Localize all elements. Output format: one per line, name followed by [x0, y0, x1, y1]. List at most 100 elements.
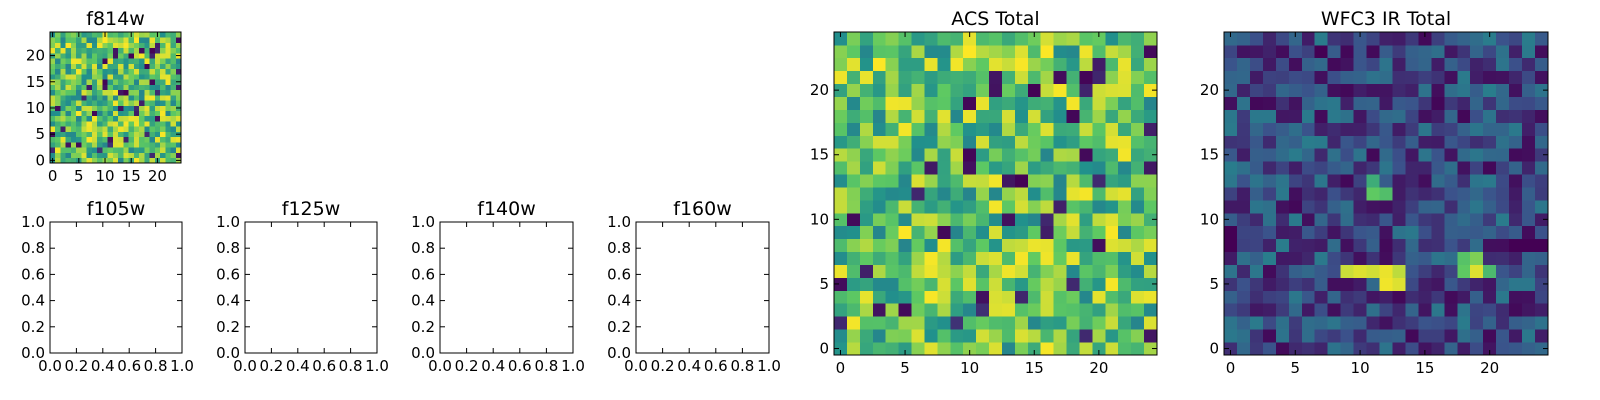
heatmap-cell — [1105, 32, 1119, 46]
heatmap-cell — [1014, 96, 1029, 110]
heatmap-cell — [885, 57, 899, 72]
heatmap-cell — [924, 70, 938, 85]
heatmap-cell — [107, 84, 114, 91]
heatmap-cell — [1288, 251, 1303, 265]
heatmap-cell — [50, 89, 56, 96]
heatmap-cell — [1405, 174, 1419, 188]
heatmap-cell — [872, 342, 887, 356]
y-tick-label: 20 — [810, 81, 829, 99]
heatmap-cell — [165, 37, 171, 43]
heatmap-cell — [950, 83, 964, 97]
heatmap-cell — [55, 136, 61, 143]
heatmap-cell — [1418, 96, 1432, 110]
heatmap-cell — [859, 44, 874, 59]
heatmap-cell — [91, 47, 98, 54]
heatmap-cell — [50, 37, 56, 43]
heatmap-cell — [118, 115, 124, 122]
heatmap-cell — [91, 115, 98, 122]
heatmap-cell — [1522, 212, 1536, 227]
heatmap-cell — [1275, 290, 1290, 304]
heatmap-cell — [1040, 212, 1055, 227]
y-tick-label: 1.0 — [216, 213, 240, 231]
heatmap-cell — [1405, 342, 1419, 356]
heatmap-cell — [1431, 135, 1445, 149]
heatmap-cell — [1079, 225, 1093, 240]
heatmap-cell — [175, 142, 182, 148]
heatmap-cell — [872, 212, 887, 227]
heatmap-cell — [1470, 96, 1484, 110]
heatmap-cell — [1001, 303, 1016, 317]
heatmap-cell — [834, 277, 848, 291]
heatmap-cell — [107, 94, 114, 101]
heatmap-cell — [1535, 135, 1549, 149]
heatmap-cell — [1314, 148, 1329, 162]
heatmap-cell — [1301, 44, 1316, 59]
heatmap-cell — [924, 109, 938, 123]
heatmap-cell — [1314, 199, 1329, 214]
heatmap-cell — [1444, 303, 1458, 317]
heatmap-cell — [1118, 290, 1132, 304]
heatmap-cell — [60, 100, 67, 106]
heatmap-cell — [1392, 109, 1406, 123]
heatmap-cell — [165, 142, 171, 148]
y-tick-label: 0.2 — [411, 318, 435, 336]
heatmap-cell — [1118, 251, 1132, 265]
heatmap-cell — [924, 290, 938, 304]
heatmap-cell — [859, 70, 874, 85]
heatmap-cell — [1288, 290, 1303, 304]
heatmap-cell — [1144, 225, 1158, 240]
heatmap-cell — [963, 264, 977, 278]
heatmap-cell — [834, 57, 848, 72]
heatmap-cell — [1379, 122, 1393, 136]
heatmap-cell — [50, 152, 56, 159]
heatmap-cell — [1262, 264, 1277, 278]
heatmap-cell — [1144, 44, 1158, 59]
heatmap-cell — [1288, 70, 1303, 85]
heatmap-cell — [1118, 277, 1132, 291]
heatmap-cell — [170, 115, 177, 122]
heatmap-cell — [70, 136, 77, 143]
heatmap-cell — [1118, 316, 1132, 330]
heatmap-cell — [1444, 83, 1458, 97]
heatmap-cell — [175, 100, 182, 106]
heatmap-cell — [976, 277, 990, 291]
heatmap-cell — [139, 52, 145, 59]
heatmap-cell — [118, 100, 124, 106]
heatmap-cell — [70, 157, 77, 164]
heatmap-cell — [1249, 70, 1264, 85]
heatmap-cell — [1053, 44, 1067, 59]
heatmap-cell — [1131, 277, 1145, 291]
y-tick-label: 0.2 — [216, 318, 240, 336]
heatmap-cell — [1092, 199, 1106, 214]
heatmap-cell — [149, 84, 156, 91]
heatmap-cell — [107, 100, 114, 106]
heatmap-cell — [170, 63, 177, 70]
heatmap-cell — [1288, 83, 1303, 97]
heatmap-cell — [1418, 135, 1432, 149]
heatmap-cell — [112, 157, 119, 164]
heatmap-cell — [65, 126, 72, 132]
heatmap-cell — [123, 110, 129, 117]
heatmap-cell — [963, 212, 977, 227]
heatmap-cell — [1314, 135, 1329, 149]
heatmap-cell — [154, 115, 161, 122]
heatmap-cell — [102, 147, 109, 153]
heatmap-cell — [1340, 303, 1354, 317]
heatmap-cell — [834, 187, 848, 201]
heatmap-cell — [1275, 83, 1290, 97]
heatmap-cell — [1470, 329, 1484, 343]
heatmap-cell — [165, 94, 171, 101]
heatmap-cell — [1366, 83, 1380, 97]
heatmap-cell — [1483, 174, 1497, 188]
heatmap-cell — [149, 89, 156, 96]
heatmap-cell — [911, 96, 925, 110]
heatmap-cell — [170, 32, 177, 38]
heatmap-cell — [50, 73, 56, 80]
heatmap-cell — [86, 68, 93, 75]
heatmap-cell — [1327, 70, 1342, 85]
heatmap-cell — [1535, 264, 1549, 278]
heatmap-cell — [154, 68, 161, 75]
heatmap-cell — [1301, 109, 1316, 123]
heatmap-cell — [950, 277, 964, 291]
heatmap-cell — [1301, 329, 1316, 343]
